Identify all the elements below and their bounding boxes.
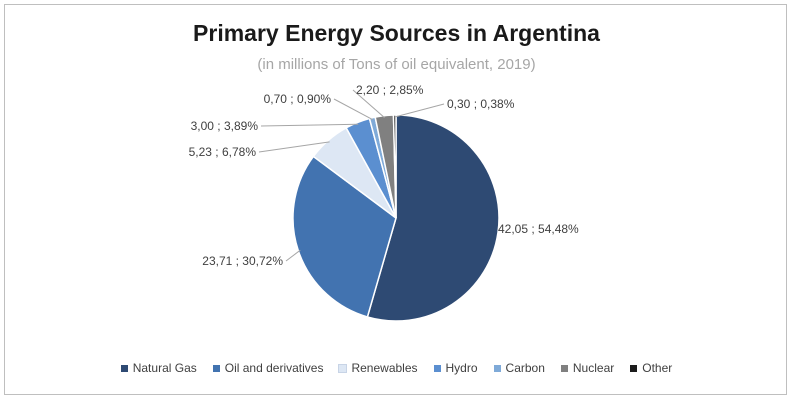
legend-item-natural-gas: Natural Gas	[120, 361, 197, 375]
legend-item-renewables: Renewables	[338, 361, 418, 375]
legend-label: Natural Gas	[132, 361, 197, 375]
data-label-carbon: 0,70 ; 0,90%	[264, 92, 332, 106]
legend-label: Oil and derivatives	[224, 361, 324, 375]
legend-item-nuclear: Nuclear	[560, 361, 615, 375]
legend-item-carbon: Carbon	[493, 361, 545, 375]
chart-subtitle: (in millions of Tons of oil equivalent, …	[257, 56, 536, 73]
legend-label: Renewables	[351, 361, 418, 375]
legend-swatch	[493, 364, 501, 372]
legend-swatch	[630, 364, 638, 372]
leader-line-carbon	[333, 98, 374, 121]
legend-label: Hydro	[445, 361, 478, 375]
chart-legend: Natural Gas Oil and derivatives Renewables…	[0, 361, 793, 375]
pie-slice-natural-gas	[366, 114, 500, 322]
legend-swatch	[212, 364, 220, 372]
leader-line-other	[394, 103, 445, 118]
data-label-renewables: 5,23 ; 6,78%	[189, 145, 257, 159]
pie-slice-oil-and-derivatives	[292, 155, 397, 318]
leader-line-renewables	[258, 141, 330, 153]
legend-label: Carbon	[505, 361, 545, 375]
data-label-other: 0,30 ; 0,38%	[447, 97, 515, 111]
legend-swatch	[338, 363, 348, 373]
legend-swatch	[120, 364, 128, 372]
leader-line-oil-and-derivatives	[285, 249, 301, 262]
legend-item-other: Other	[630, 361, 672, 375]
chart-title: Primary Energy Sources in Argentina	[193, 20, 600, 46]
data-label-nuclear: 2,20 ; 2,85%	[356, 83, 424, 97]
legend-item-hydro: Hydro	[433, 361, 478, 375]
legend-swatch	[560, 364, 568, 372]
data-label-natural-gas: 42,05 ; 54,48%	[498, 222, 579, 236]
legend-label: Other	[642, 361, 673, 375]
data-label-oil-and-derivatives: 23,71 ; 30,72%	[202, 254, 283, 268]
legend-item-oil-and-derivatives: Oil and derivatives	[212, 361, 324, 375]
legend-label: Nuclear	[572, 361, 615, 375]
pie-slice-other	[392, 114, 397, 219]
data-label-hydro: 3,00 ; 3,89%	[191, 119, 259, 133]
legend-swatch	[433, 364, 441, 372]
leader-line-nuclear	[352, 89, 385, 119]
leader-line-hydro	[260, 123, 359, 127]
